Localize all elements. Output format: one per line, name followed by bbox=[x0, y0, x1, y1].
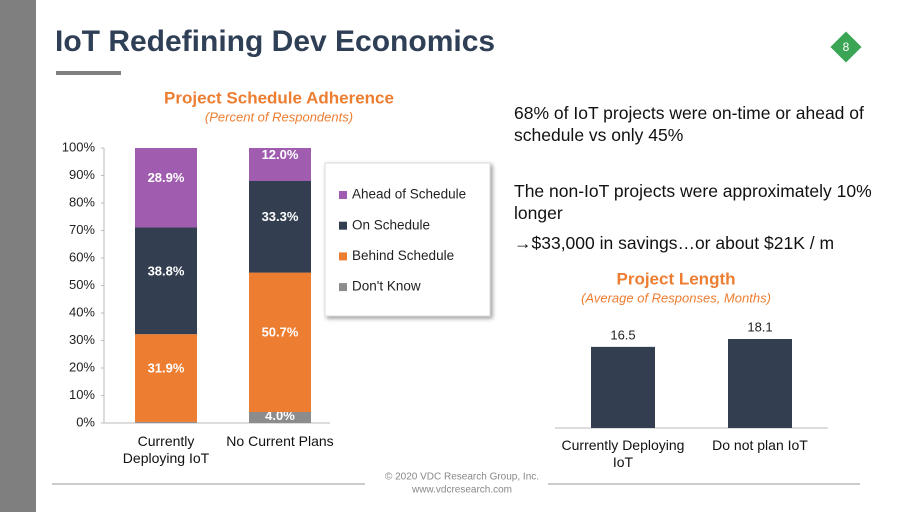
bar-segment bbox=[249, 148, 311, 181]
bar-segment bbox=[135, 148, 197, 228]
footer-text: www.vdcresearch.com bbox=[411, 485, 512, 496]
legend-swatch bbox=[339, 283, 347, 292]
x-tick-label: Currently Deploying IoT bbox=[561, 437, 685, 470]
y-tick-label: 40% bbox=[69, 304, 95, 319]
bar bbox=[591, 346, 655, 428]
data-label: 33.3% bbox=[262, 209, 299, 224]
chart-subtitle: (Percent of Respondents) bbox=[205, 109, 353, 124]
y-tick-label: 70% bbox=[69, 222, 95, 237]
data-label: 16.5 bbox=[610, 327, 635, 342]
data-label: 12.0% bbox=[262, 147, 299, 162]
legend-swatch bbox=[339, 221, 347, 230]
chart-title: Project Schedule Adherence bbox=[164, 88, 394, 107]
y-tick-label: 50% bbox=[69, 277, 95, 292]
data-label: 28.9% bbox=[148, 170, 185, 185]
data-label: 38.8% bbox=[148, 263, 185, 278]
page-number: 8 bbox=[843, 40, 850, 54]
data-label: 31.9% bbox=[148, 360, 185, 375]
y-tick-label: 100% bbox=[62, 139, 96, 154]
note: →$33,000 in savings…or about $21K / m bbox=[514, 233, 835, 253]
y-tick-label: 90% bbox=[69, 167, 95, 182]
footer-text: © 2020 VDC Research Group, Inc. bbox=[385, 472, 539, 483]
note: The non-IoT projects were approximately … bbox=[514, 181, 872, 223]
legend-swatch bbox=[339, 191, 347, 199]
bar-segment bbox=[135, 334, 197, 422]
y-tick-label: 20% bbox=[69, 359, 95, 374]
chart-title: Project Length bbox=[616, 269, 735, 288]
side-strip bbox=[0, 0, 36, 512]
legend-label: Don't Know bbox=[352, 279, 421, 294]
bar-segment bbox=[135, 421, 197, 423]
x-tick-label: Do not plan IoT bbox=[712, 437, 808, 453]
legend-label: Behind Schedule bbox=[352, 248, 454, 263]
legend-label: Ahead of Schedule bbox=[352, 187, 466, 202]
data-label: 18.1 bbox=[747, 319, 772, 334]
note: 68% of IoT projects were on-time or ahea… bbox=[514, 103, 864, 145]
chart-subtitle: (Average of Responses, Months) bbox=[581, 290, 771, 305]
title-underline bbox=[56, 71, 121, 75]
legend-box bbox=[324, 162, 491, 317]
x-tick-label: No Current Plans bbox=[226, 433, 334, 449]
slide-title: IoT Redefining Dev Economics bbox=[55, 25, 495, 58]
data-label: 50.7% bbox=[262, 325, 299, 340]
y-tick-label: 60% bbox=[69, 249, 95, 264]
y-tick-label: 0% bbox=[76, 414, 95, 429]
x-tick-label: Currently Deploying IoT bbox=[122, 433, 210, 466]
bar-segment bbox=[249, 181, 311, 273]
y-tick-label: 10% bbox=[69, 387, 95, 402]
bar-segment bbox=[249, 412, 311, 423]
legend-swatch bbox=[339, 252, 347, 261]
bar bbox=[728, 339, 792, 428]
legend-label: On Schedule bbox=[352, 217, 430, 232]
y-tick-label: 30% bbox=[69, 332, 95, 347]
y-tick-label: 80% bbox=[69, 194, 95, 209]
bar-segment bbox=[249, 272, 311, 412]
bar-segment bbox=[135, 227, 197, 335]
